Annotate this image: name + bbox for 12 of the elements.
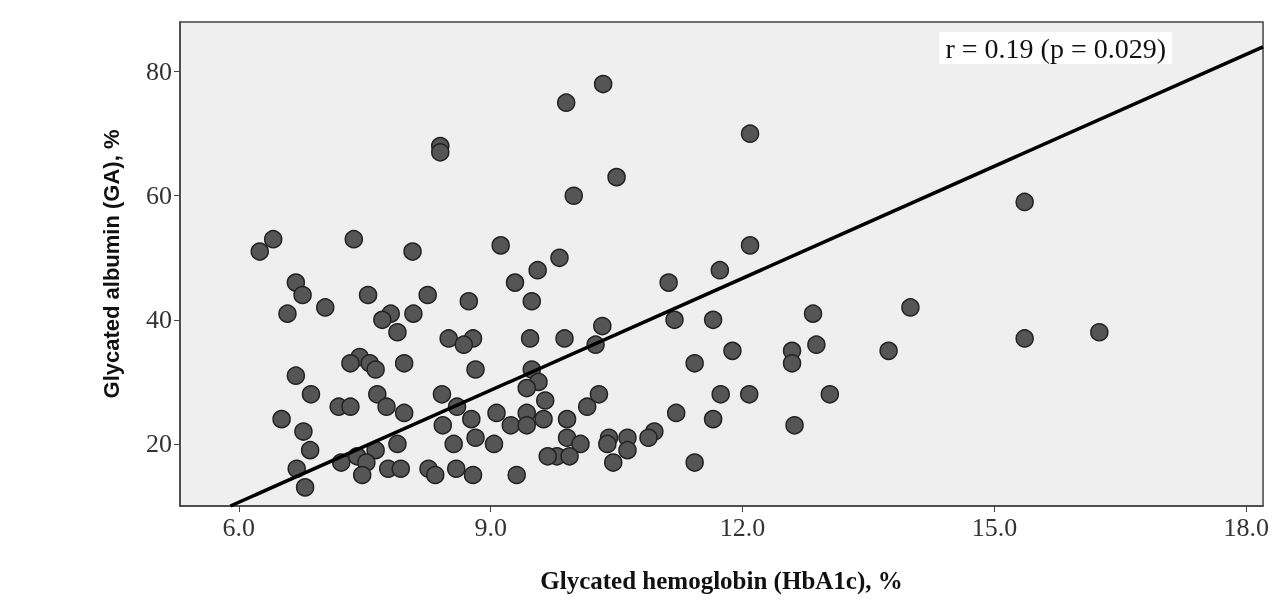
y-tick-label: 60 xyxy=(146,181,172,211)
y-axis-title: Glycated albumin (GA), % xyxy=(98,129,124,399)
x-tick-label: 12.0 xyxy=(719,512,766,542)
x-axis-title: Glycated hemoglobin (HbA1c), % xyxy=(540,567,903,595)
y-tick-label: 80 xyxy=(146,57,172,87)
annotation: r = 0.19 (p = 0.029) xyxy=(945,32,1167,64)
y-tick-label: 40 xyxy=(146,305,172,335)
x-tick-label: 6.0 xyxy=(222,512,256,542)
x-tick-label: 18.0 xyxy=(1223,512,1269,542)
x-tick-label: 9.0 xyxy=(474,512,507,542)
y-tick-label: 20 xyxy=(146,429,172,459)
x-tick-label: 15.0 xyxy=(971,512,1018,542)
